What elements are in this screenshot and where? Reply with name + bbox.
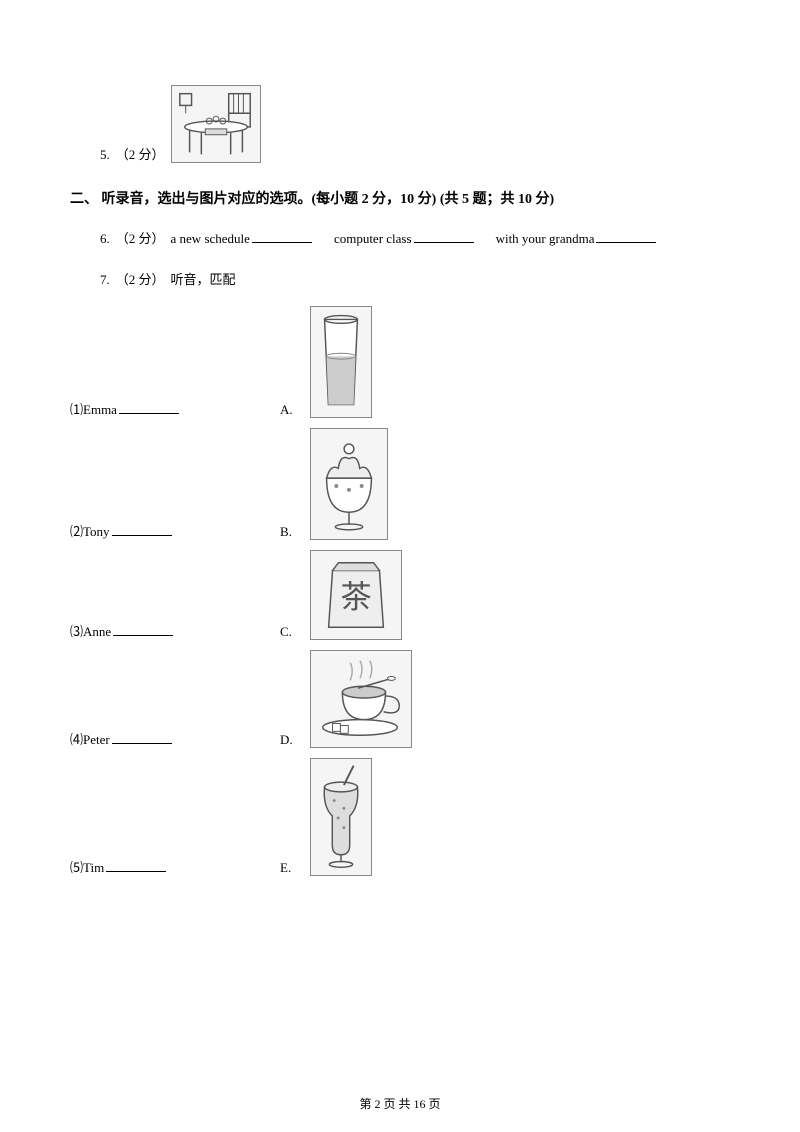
tea-bag-image: 茶	[310, 550, 402, 640]
q6-number: 6.	[100, 231, 110, 247]
blank[interactable]	[112, 522, 172, 536]
match-label-4: ⑷Peter	[70, 729, 280, 748]
match-label-3: ⑶Anne	[70, 621, 280, 640]
question-5: 5. （2 分）	[100, 85, 730, 163]
option-letter-c: C.	[280, 624, 298, 640]
q6-points: （2 分）	[116, 228, 165, 247]
section-2-title: 二、 听录音，选出与图片对应的选项。(每小题 2 分，10 分) (共 5 题；…	[70, 188, 730, 208]
q6-item-1: a new schedule	[171, 229, 314, 247]
page-footer: 第 2 页 共 16 页	[0, 1095, 800, 1112]
blank[interactable]	[113, 622, 173, 636]
q5-number: 5.	[100, 147, 110, 163]
q5-points: （2 分）	[116, 144, 165, 163]
q7-text: 听音，匹配	[171, 269, 236, 288]
option-letter-e: E.	[280, 860, 298, 876]
q6-item-3: with your grandma	[496, 229, 659, 247]
match-row-4: ⑷Peter D.	[70, 650, 730, 748]
q7-number: 7.	[100, 272, 110, 288]
match-label-2: ⑵Tony	[70, 521, 280, 540]
match-row-5: ⑸Tim E.	[70, 758, 730, 876]
option-letter-a: A.	[280, 402, 298, 418]
blank[interactable]	[106, 858, 166, 872]
smoothie-image	[310, 758, 372, 876]
match-row-3: ⑶Anne C. 茶	[70, 550, 730, 640]
glass-water-image	[310, 306, 372, 418]
option-letter-d: D.	[280, 732, 298, 748]
option-letter-b: B.	[280, 524, 298, 540]
blank[interactable]	[119, 400, 179, 414]
question-7: 7. （2 分） 听音，匹配	[100, 269, 730, 288]
blank[interactable]	[112, 730, 172, 744]
svg-text:茶: 茶	[340, 580, 371, 615]
match-row-1: ⑴Emma A.	[70, 306, 730, 418]
blank[interactable]	[596, 229, 656, 243]
q6-content: a new schedule computer class with your …	[171, 229, 659, 247]
blank[interactable]	[252, 229, 312, 243]
blank[interactable]	[414, 229, 474, 243]
dining-table-image	[171, 85, 261, 163]
q6-item-2: computer class	[334, 229, 476, 247]
ice-cream-image	[310, 428, 388, 540]
coffee-cup-image	[310, 650, 412, 748]
match-label-5: ⑸Tim	[70, 857, 280, 876]
match-row-2: ⑵Tony B.	[70, 428, 730, 540]
question-6: 6. （2 分） a new schedule computer class w…	[100, 228, 730, 247]
match-label-1: ⑴Emma	[70, 399, 280, 418]
q7-points: （2 分）	[116, 269, 165, 288]
